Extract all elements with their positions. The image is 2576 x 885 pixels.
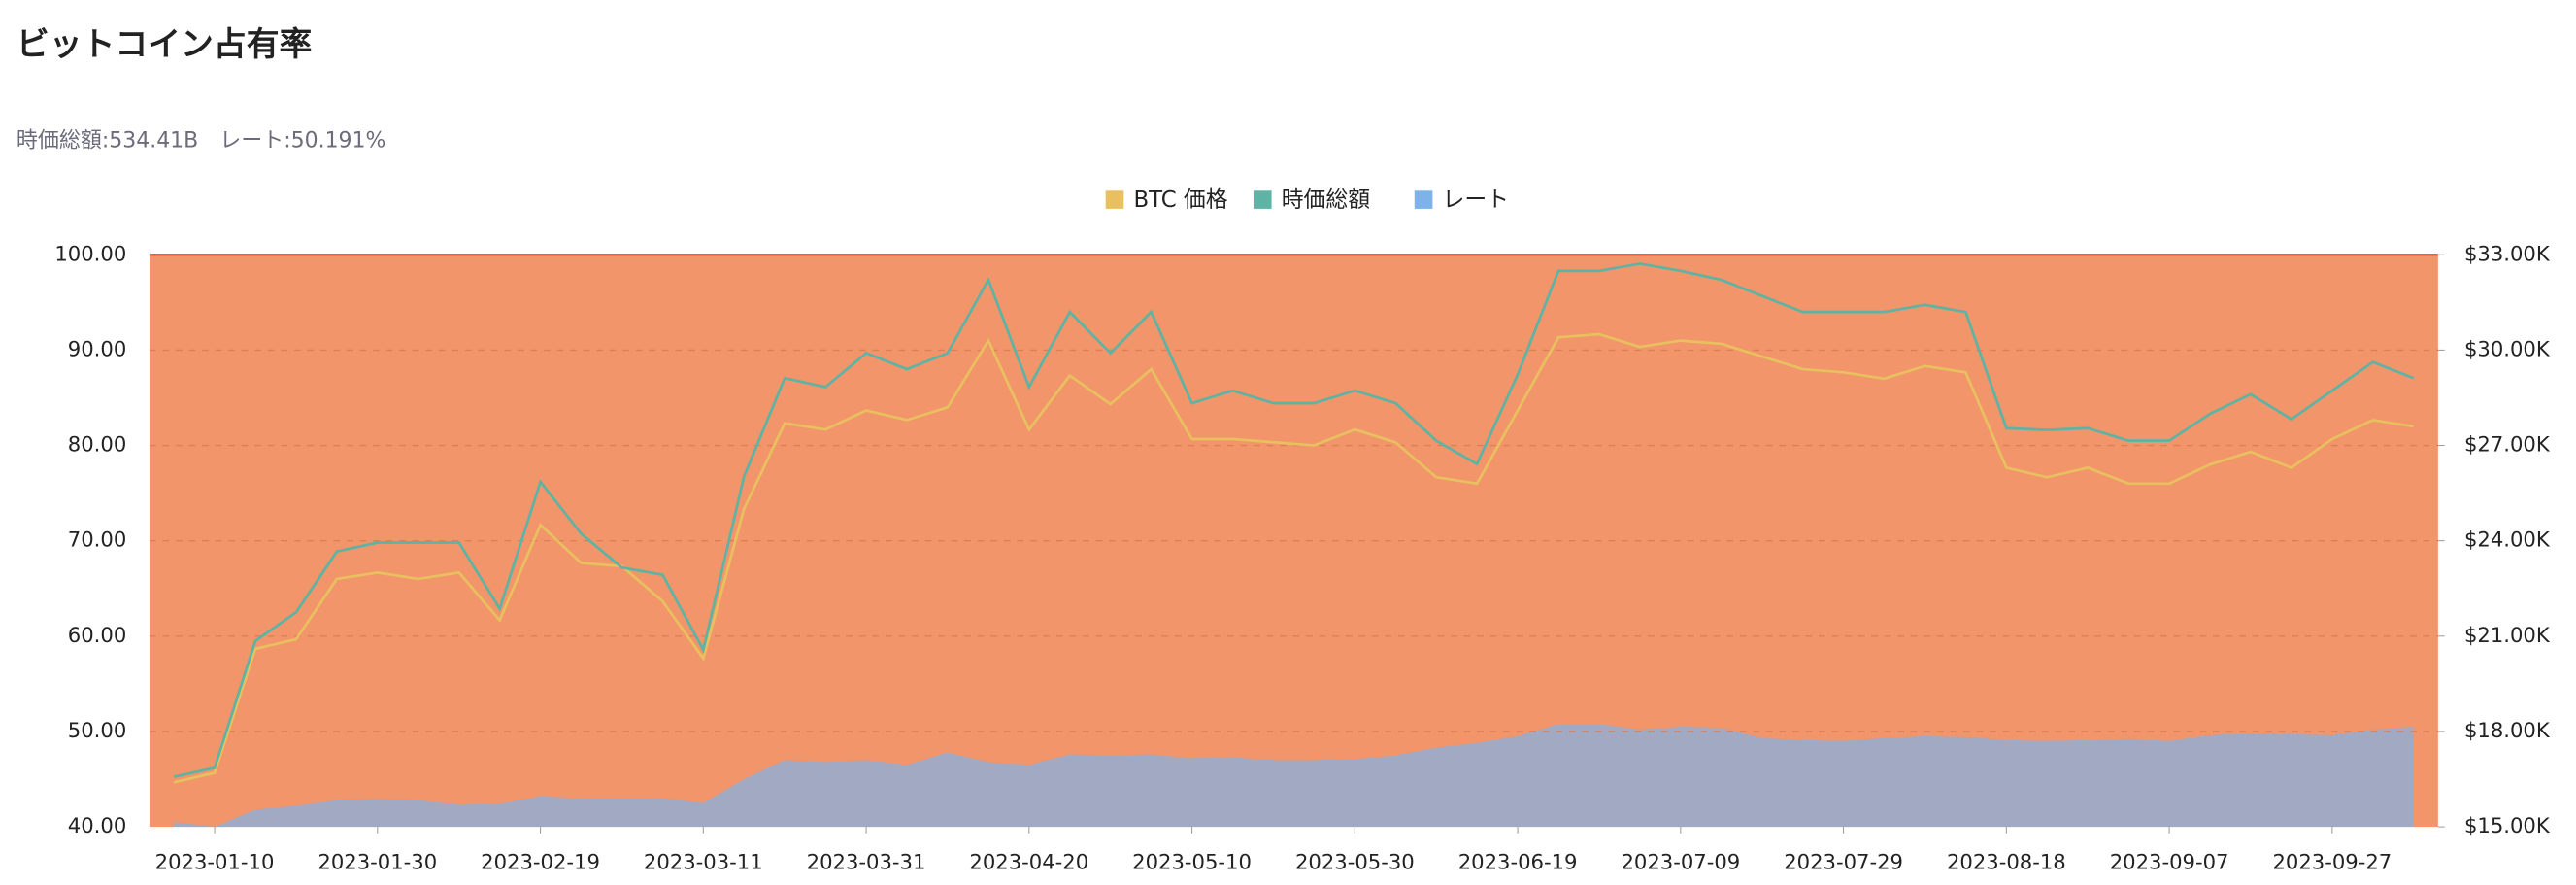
x-tick-label: 2023-09-27 bbox=[2272, 849, 2392, 873]
legend-swatch bbox=[1253, 190, 1272, 209]
x-tick-label: 2023-05-30 bbox=[1295, 849, 1415, 873]
y2-tick-label: $21.00K bbox=[2464, 623, 2551, 647]
x-tick-label: 2023-04-20 bbox=[969, 849, 1088, 873]
legend-label: BTC 価格 bbox=[1133, 187, 1227, 213]
x-tick-label: 2023-01-10 bbox=[155, 849, 275, 873]
y-tick-label: 90.00 bbox=[68, 336, 126, 360]
series-line bbox=[173, 262, 2415, 778]
y-tick-label: 70.00 bbox=[68, 528, 126, 552]
y2-tick-label: $33.00K bbox=[2464, 241, 2551, 265]
y-tick-label: 50.00 bbox=[68, 718, 126, 742]
chart-subtitle: 時価総額:534.41B レート:50.191% bbox=[17, 129, 386, 153]
legend-swatch bbox=[1105, 190, 1124, 209]
y-tick-label: 100.00 bbox=[54, 241, 126, 265]
x-tick-label: 2023-08-18 bbox=[1947, 849, 2066, 873]
chart-title: ビットコイン占有率 bbox=[17, 25, 312, 63]
legend-swatch bbox=[1414, 190, 1433, 209]
y2-tick-label: $18.00K bbox=[2464, 718, 2551, 742]
legend-label: レート bbox=[1443, 187, 1509, 213]
y2-tick-label: $24.00K bbox=[2464, 528, 2551, 552]
x-tick-label: 2023-05-10 bbox=[1132, 849, 1252, 873]
x-tick-label: 2023-09-07 bbox=[2110, 849, 2229, 873]
series-line bbox=[173, 332, 2414, 784]
x-tick-label: 2023-06-19 bbox=[1458, 849, 1578, 873]
legend: BTC 価格 時価総額 レート bbox=[1105, 187, 1509, 213]
x-tick-label: 2023-07-09 bbox=[1621, 849, 1740, 873]
x-tick-label: 2023-07-29 bbox=[1784, 849, 1903, 873]
x-tick-label: 2023-02-19 bbox=[481, 849, 600, 873]
y-tick-label: 80.00 bbox=[68, 432, 126, 457]
y-tick-label: 60.00 bbox=[68, 623, 126, 647]
y-tick-label: 40.00 bbox=[68, 813, 126, 837]
y2-tick-label: $27.00K bbox=[2464, 432, 2551, 457]
legend-label: 時価総額 bbox=[1282, 187, 1370, 213]
y2-tick-label: $30.00K bbox=[2464, 336, 2551, 360]
y2-tick-label: $15.00K bbox=[2464, 813, 2551, 837]
rate-area bbox=[174, 724, 2414, 828]
x-tick-label: 2023-03-11 bbox=[644, 849, 763, 873]
x-tick-label: 2023-01-30 bbox=[318, 849, 437, 873]
x-tick-label: 2023-03-31 bbox=[807, 849, 926, 873]
